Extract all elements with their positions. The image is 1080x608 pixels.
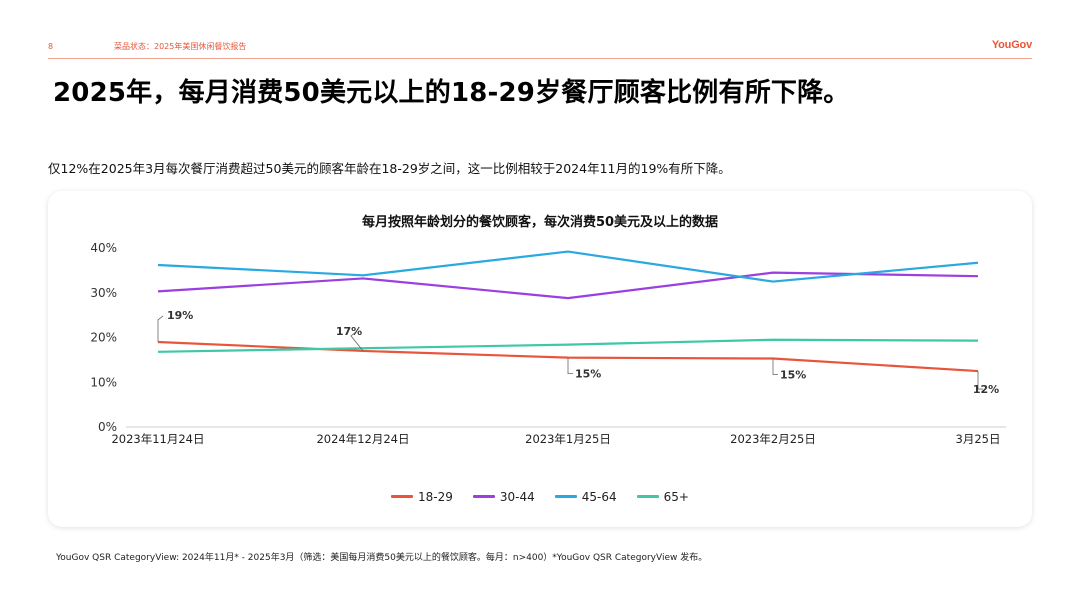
legend-item: 45-64 [554,489,617,504]
x-tick-label: 2023年11月24日 [111,432,204,446]
series-line-65+ [157,338,979,353]
legend-item: 18-29 [391,490,453,504]
x-tick-label: 3月25日 [956,432,1001,446]
legend-swatch [554,495,577,498]
data-label: 19% [167,309,193,322]
legend-swatch [391,495,414,498]
series-line-30-44 [157,271,979,300]
series-line-45-64 [157,250,979,283]
page-number: 8 [48,42,54,51]
legend-label: 18-29 [418,489,453,504]
data-label: 17% [336,325,362,338]
y-tick-label: 10% [90,375,117,389]
x-tick-label: 2024年12月24日 [316,432,409,446]
annotation-leader [350,331,364,352]
data-label: 12% [973,383,999,396]
x-tick-label: 2023年2月25日 [730,432,816,446]
y-tick-label: 20% [90,331,117,345]
section-label: 菜品状态：2025年美国休闲餐饮报告 [114,42,247,51]
legend-item: 30-44 [472,489,535,504]
line-chart: 40% 30% 20% 10% 0%2023年11月24日 2024年12月24日 2023… [90,241,1006,446]
y-tick-label: 30% [90,286,117,300]
yougov-logo: YouGov [991,39,1032,51]
page-title: 2025年，每月消费50美元以上的18-29岁餐厅顾客比例有所下降。 [53,78,850,108]
legend-label: 30-44 [499,489,535,504]
annotation-leader [567,357,573,375]
legend-swatch [636,495,659,498]
chart-legend: 18-29 30-44 45-64 65+ [48,487,1032,504]
legend-swatch [472,495,495,498]
header-bar: 8 菜品状态：2025年美国休闲餐饮报告 YouGov [48,39,1032,59]
footnote: YouGov QSR CategoryView: 2024年11月* - 202… [56,553,708,563]
data-label: 15% [780,369,806,382]
legend-label: 45-64 [581,489,617,504]
legend-item: 65+ [636,489,689,504]
x-tick-label: 2023年1月25日 [525,432,611,446]
annotation-leader [157,315,164,342]
legend-label: 65+ [663,489,689,504]
y-tick-label: 0% [98,420,117,434]
annotation-leader [772,358,778,375]
data-label: 15% [575,368,601,381]
annotation-leader [977,371,983,390]
page-subtitle: 仅12%在2025年3月每次餐厅消费超过50美元的顾客年龄在18-29岁之间，这… [48,161,731,176]
y-tick-label: 40% [90,241,117,255]
chart-title: 每月按照年龄划分的餐饮顾客，每次消费50美元及以上的数据 [361,215,719,230]
chart-card: 每月按照年龄划分的餐饮顾客，每次消费50美元及以上的数据 40% 30% 20% 10… [48,191,1032,527]
